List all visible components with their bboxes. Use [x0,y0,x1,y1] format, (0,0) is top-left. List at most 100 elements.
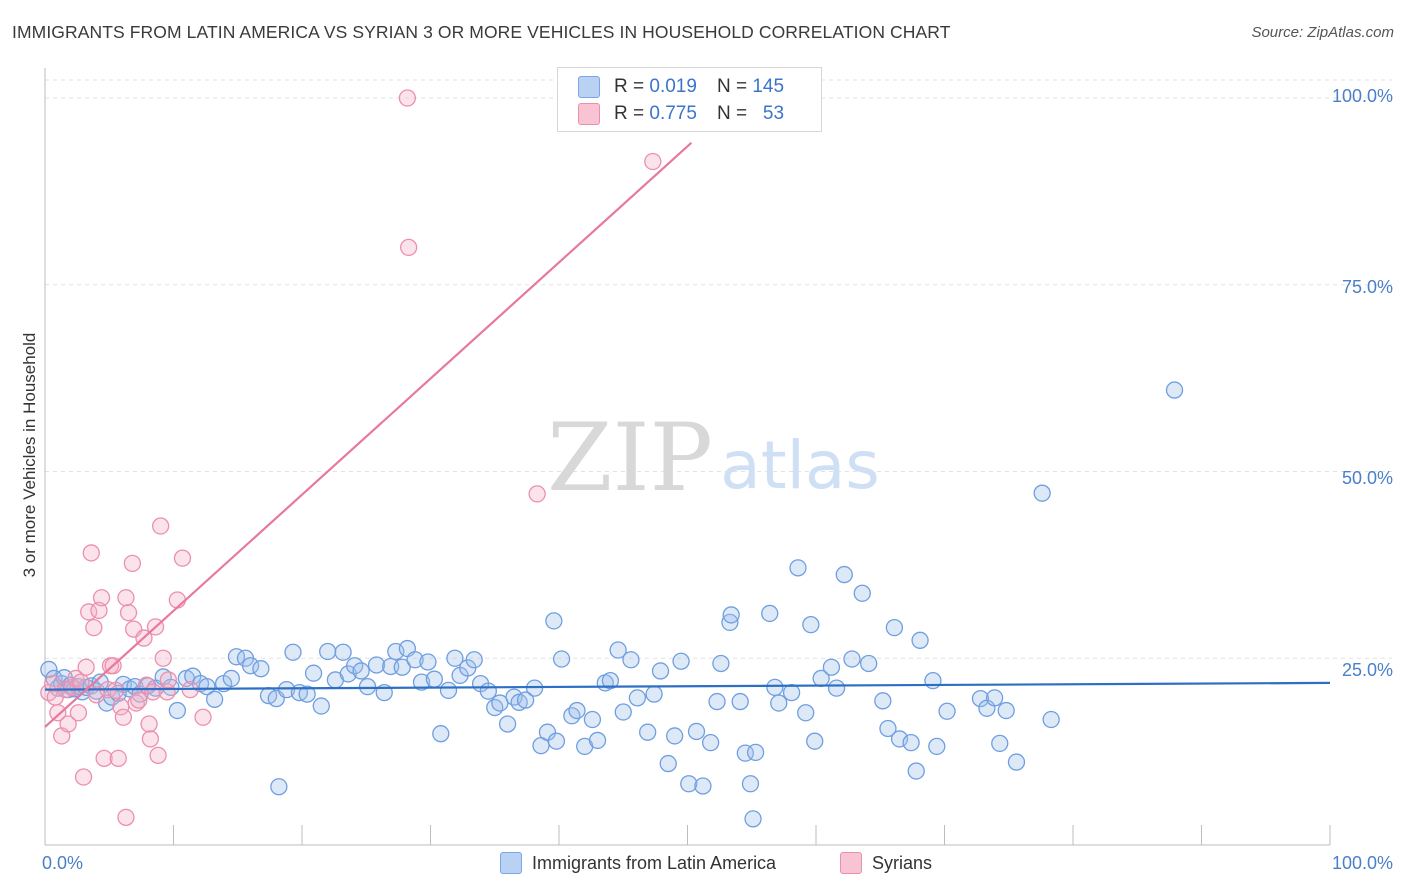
point-syrian [59,715,77,733]
point-latin-america [971,689,990,708]
point-syrian [95,749,113,767]
gridlines [45,79,1392,659]
r-label: R = [614,103,645,124]
point-latin-america [680,775,698,793]
point-syrian [109,749,127,767]
r-label: R = [614,76,645,97]
n-value: 145 [752,76,785,97]
point-latin-america [498,715,517,733]
series-legend: Immigrants from Latin America Syrians [0,852,1406,878]
y-tick-50: 50.0% [1341,468,1393,488]
point-latin-america [860,654,878,673]
point-latin-america [1033,484,1051,502]
point-syrian [644,152,662,171]
point-latin-america [885,618,904,637]
point-latin-america [938,702,956,720]
point-latin-america [628,689,647,707]
point-latin-america [241,657,260,675]
point-latin-america [827,679,846,697]
point-latin-america [425,670,444,688]
point-syrian [141,730,160,748]
point-syrian [400,238,418,257]
point-latin-america [393,658,411,676]
point-latin-america [645,685,663,703]
point-syrian [117,808,135,827]
point-latin-america [843,650,861,668]
legend-swatch-pink [578,103,600,125]
point-latin-america [547,732,566,750]
point-syrian [168,591,187,609]
point-latin-america [432,725,450,743]
stats-row-syrians: R = 0.775 N = 53 [578,100,784,128]
point-latin-america [439,681,458,700]
point-syrian [140,715,158,733]
point-latin-america [312,697,330,715]
point-syrian [117,589,135,607]
point-latin-america [731,692,749,711]
point-latin-america [284,643,302,661]
point-latin-america [479,682,497,700]
point-latin-america [879,719,897,738]
legend-swatch-blue [578,76,600,98]
trend-line-latin-america [44,681,1331,691]
point-latin-america [924,672,942,690]
series-syrians [40,89,662,827]
point-latin-america [465,651,483,669]
point-latin-america [304,664,323,682]
point-syrian [119,604,138,622]
point-syrian [63,678,81,697]
y-tick-25: 25.0% [1341,660,1393,680]
point-latin-america [712,654,730,673]
point-latin-america [722,606,740,624]
point-syrian [74,768,93,786]
point-latin-america [687,722,706,741]
y-tick-100: 100.0% [1331,86,1393,106]
n-label: N = [716,103,748,124]
point-latin-america [358,677,377,696]
point-latin-america [168,701,187,720]
point-syrian [528,485,546,503]
point-latin-america [902,734,920,752]
point-latin-america [766,678,784,697]
point-latin-america [694,777,712,795]
point-latin-america [205,690,224,708]
legend-label: Syrians [872,852,933,873]
point-latin-america [1042,710,1060,729]
chart-title: IMMIGRANTS FROM LATIN AMERICA VS SYRIAN … [12,22,951,42]
axes [44,68,1331,846]
watermark: ZIP atlas [547,404,880,513]
watermark-atlas: atlas [720,427,880,504]
series-latin-america [40,381,1184,828]
point-latin-america [516,691,535,709]
point-latin-america [802,615,820,634]
point-latin-america [853,584,871,602]
point-latin-america [1007,753,1026,771]
point-latin-america [701,734,720,752]
point-latin-america [991,734,1009,753]
point-latin-america [770,694,788,712]
legend-item-syrians[interactable]: Syrians [840,852,932,874]
source-label: Source: ZipAtlas.com [1251,24,1394,41]
point-syrian [69,704,88,722]
point-latin-america [446,649,464,667]
point-latin-america [568,701,586,720]
point-latin-america [659,754,677,773]
point-syrian [130,691,148,709]
point-latin-america [319,642,337,661]
point-latin-america [997,701,1015,720]
x-tick-0: 0.0% [42,853,84,873]
point-latin-america [545,612,563,630]
r-value: 0.775 [649,103,697,124]
trend-line-syrians [44,142,693,728]
point-latin-america [298,685,316,703]
point-syrian [398,89,417,107]
point-latin-america [907,762,925,780]
point-latin-america [406,651,424,669]
stats-row-latin-america: R = 0.019 N = 145 [578,73,784,101]
point-latin-america [1165,381,1184,399]
point-latin-america [198,677,216,696]
point-latin-america [419,653,437,671]
point-latin-america [614,703,632,721]
point-syrian [90,601,108,620]
legend-item-latin-america[interactable]: Immigrants from Latin America [500,852,776,874]
